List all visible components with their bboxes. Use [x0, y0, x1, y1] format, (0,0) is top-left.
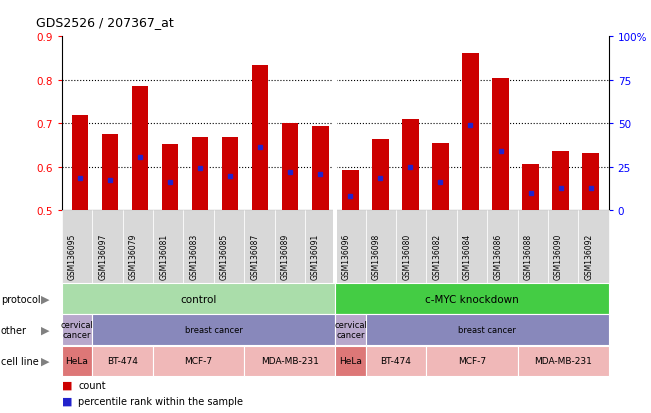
Text: control: control: [180, 294, 217, 304]
Text: breast cancer: breast cancer: [185, 325, 243, 334]
Bar: [432, 143, 449, 211]
Bar: [372, 140, 389, 211]
Text: MDA-MB-231: MDA-MB-231: [261, 356, 318, 365]
Text: ▶: ▶: [41, 294, 50, 304]
Text: GSM136089: GSM136089: [281, 233, 290, 280]
Bar: [522, 165, 539, 211]
Bar: [583, 153, 599, 211]
Text: count: count: [78, 380, 105, 390]
Bar: [342, 171, 359, 211]
Bar: [161, 145, 178, 211]
Text: BT-474: BT-474: [107, 356, 138, 365]
Text: GSM136091: GSM136091: [311, 233, 320, 280]
Text: GSM136092: GSM136092: [585, 233, 594, 280]
Text: cervical
cancer: cervical cancer: [61, 320, 94, 339]
Text: ▶: ▶: [41, 325, 50, 335]
Text: percentile rank within the sample: percentile rank within the sample: [78, 396, 243, 406]
Text: cell line: cell line: [1, 356, 38, 366]
Text: GSM136090: GSM136090: [554, 233, 563, 280]
Text: cervical
cancer: cervical cancer: [334, 320, 367, 339]
Text: other: other: [1, 325, 27, 335]
Text: GDS2526 / 207367_at: GDS2526 / 207367_at: [36, 16, 174, 29]
Text: GSM136095: GSM136095: [68, 233, 77, 280]
Text: GSM136079: GSM136079: [129, 233, 138, 280]
Bar: [192, 138, 208, 211]
Bar: [462, 54, 478, 211]
Bar: [132, 87, 148, 211]
Text: GSM136080: GSM136080: [402, 233, 411, 280]
Bar: [552, 152, 569, 211]
Bar: [252, 65, 268, 211]
Bar: [222, 138, 238, 211]
Text: GSM136083: GSM136083: [189, 233, 199, 280]
Text: breast cancer: breast cancer: [458, 325, 516, 334]
Text: GSM136096: GSM136096: [342, 233, 350, 280]
Text: GSM136086: GSM136086: [493, 233, 503, 280]
Text: ■: ■: [62, 380, 72, 390]
Text: MCF-7: MCF-7: [458, 356, 486, 365]
Text: GSM136098: GSM136098: [372, 233, 381, 280]
Text: GSM136088: GSM136088: [524, 234, 533, 280]
Text: HeLa: HeLa: [66, 356, 89, 365]
Text: GSM136097: GSM136097: [98, 233, 107, 280]
Bar: [102, 135, 118, 211]
Text: ▶: ▶: [41, 356, 50, 366]
Text: GSM136085: GSM136085: [220, 233, 229, 280]
Bar: [72, 115, 88, 211]
Text: BT-474: BT-474: [381, 356, 411, 365]
Text: GSM136081: GSM136081: [159, 234, 168, 280]
Bar: [402, 120, 419, 211]
Text: MDA-MB-231: MDA-MB-231: [534, 356, 592, 365]
Text: GSM136087: GSM136087: [251, 233, 259, 280]
Text: protocol: protocol: [1, 294, 40, 304]
Text: ■: ■: [62, 396, 72, 406]
Text: MCF-7: MCF-7: [184, 356, 213, 365]
Bar: [312, 127, 329, 211]
Bar: [282, 124, 298, 211]
Text: HeLa: HeLa: [339, 356, 362, 365]
Bar: [492, 78, 509, 211]
Text: GSM136082: GSM136082: [433, 234, 441, 280]
Text: GSM136084: GSM136084: [463, 233, 472, 280]
Text: c-MYC knockdown: c-MYC knockdown: [425, 294, 519, 304]
